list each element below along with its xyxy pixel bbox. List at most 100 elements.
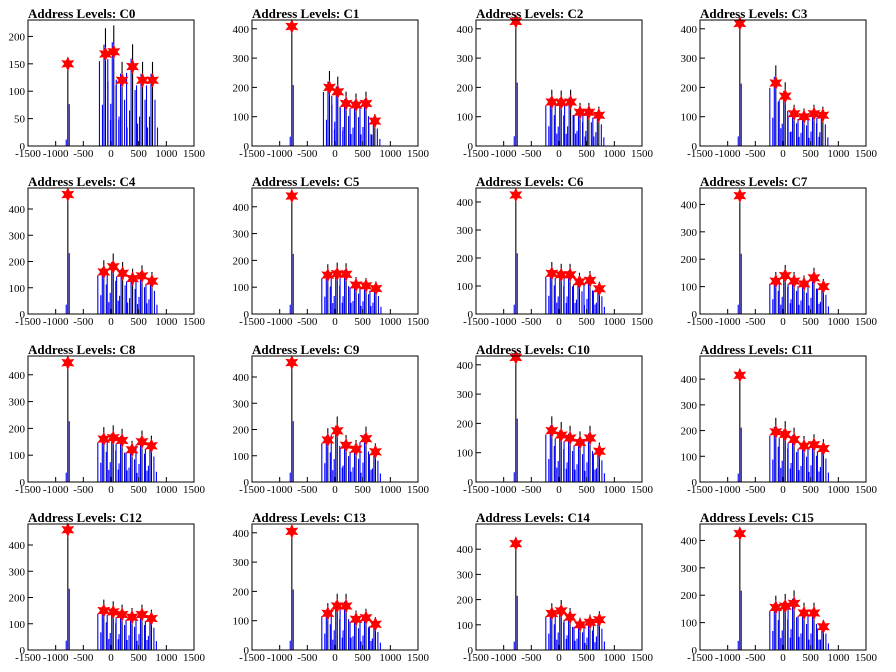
y-tick-label: 100: [681, 451, 698, 463]
x-tick-label: -1000: [491, 484, 517, 496]
x-tick-label: 500: [130, 316, 147, 328]
peak-marker: [816, 619, 830, 635]
peak-marker: [778, 268, 792, 284]
y-tick-label: 200: [233, 82, 250, 94]
y-tick-label: 300: [9, 230, 26, 242]
peak-marker: [368, 444, 382, 460]
x-tick-label: 1000: [603, 484, 626, 496]
chart-panel: 0 100 200 300 400 -1500 -1000 -500 0 500 1000 1500 A…: [224, 336, 448, 504]
x-tick-label: -1500: [239, 484, 265, 496]
y-tick-label: 200: [457, 595, 474, 607]
x-tick-label: -500: [297, 652, 318, 664]
x-tick-label: 1500: [183, 316, 206, 328]
x-tick-label: -1500: [463, 484, 489, 496]
peak-marker: [359, 95, 373, 112]
y-tick-label: 200: [233, 255, 250, 267]
x-tick-label: -1500: [239, 148, 265, 160]
x-tick-label: -1000: [267, 652, 293, 664]
peak-marker: [339, 266, 353, 282]
chart-panel: 0 100 200 300 400 -1500 -1000 -500 0 500 1000 1500 A…: [672, 504, 896, 672]
plot-frame: [475, 187, 643, 315]
x-tick-label: -500: [521, 316, 542, 328]
chart-title: Address Levels: C8: [28, 342, 136, 357]
chart-title: Address Levels: C14: [476, 510, 590, 525]
peak-marker: [563, 430, 577, 446]
y-tick-label: 400: [681, 199, 698, 211]
peak-marker: [135, 268, 149, 284]
y-tick-label: 50: [14, 114, 26, 126]
x-tick-label: -1000: [267, 316, 293, 328]
x-tick-label: 0: [556, 316, 562, 328]
y-tick-label: 100: [233, 282, 250, 294]
x-tick-label: 500: [578, 148, 595, 160]
peak-marker: [125, 442, 139, 458]
peak-marker: [545, 423, 559, 439]
x-tick-label: -1000: [491, 652, 517, 664]
y-tick-label: 100: [9, 283, 26, 295]
y-tick-label: 0: [692, 141, 698, 153]
y-tick-label: 200: [457, 418, 474, 430]
y-tick-label: 0: [244, 141, 250, 153]
peak-marker: [107, 44, 121, 60]
chart-panel: 0 100 200 300 400 -1500 -1000 -500 0 500 1000 1500 A…: [448, 0, 672, 168]
peak-marker: [509, 536, 523, 552]
chart-title: Address Levels: C6: [476, 174, 584, 189]
x-tick-label: -1500: [687, 652, 713, 664]
peak-marker: [285, 18, 299, 34]
x-tick-label: 0: [332, 148, 338, 160]
x-tick-label: 0: [780, 484, 786, 496]
y-tick-label: 300: [233, 398, 250, 410]
y-tick-label: 0: [692, 645, 698, 657]
x-tick-label: -500: [73, 316, 94, 328]
x-tick-label: 1000: [155, 316, 178, 328]
peak-marker: [369, 281, 383, 297]
x-tick-label: -500: [745, 316, 766, 328]
x-tick-label: -1500: [687, 316, 713, 328]
chart-panel: 0 100 200 300 400 -1500 -1000 -500 0 500 1000 1500 A…: [448, 336, 672, 504]
chart-svg: 0 100 200 300 400 -1500 -1000 -500 0 500 1000 1500: [233, 18, 430, 160]
y-tick-label: 200: [9, 593, 26, 605]
y-tick-label: 300: [457, 389, 474, 401]
peak-marker: [807, 106, 821, 122]
chart-title: Address Levels: C0: [28, 6, 136, 21]
chart-title: Address Levels: C10: [476, 342, 590, 357]
peak-marker: [144, 438, 158, 454]
y-tick-label: 0: [468, 141, 474, 153]
chart-title: Address Levels: C4: [28, 174, 136, 189]
y-tick-label: 400: [9, 204, 26, 216]
x-tick-label: -1500: [687, 484, 713, 496]
y-tick-label: 0: [468, 309, 474, 321]
chart-title: Address Levels: C12: [28, 510, 142, 525]
peak-marker: [144, 610, 158, 627]
peak-marker: [769, 424, 783, 440]
x-tick-label: 1000: [603, 316, 626, 328]
peak-marker: [545, 265, 559, 281]
y-tick-label: 100: [9, 86, 26, 98]
peak-marker: [106, 430, 120, 446]
x-tick-label: -1000: [715, 484, 741, 496]
x-tick-label: -500: [73, 484, 94, 496]
peak-marker: [563, 267, 577, 283]
y-tick-label: 200: [681, 254, 698, 266]
chart-panel: 0 100 200 300 400 -1500 -1000 -500 0 500 1000 1500 A…: [224, 168, 448, 336]
peak-marker: [285, 188, 299, 204]
y-tick-label: 200: [681, 590, 698, 602]
x-tick-label: 1000: [379, 484, 402, 496]
plot-frame: [475, 523, 643, 651]
chart-svg: 0 100 200 300 400 -1500 -1000 -500 0 500 1000 1500: [457, 187, 654, 328]
x-tick-label: 1500: [855, 148, 878, 160]
x-tick-label: -1500: [15, 484, 41, 496]
x-tick-label: 1000: [155, 148, 178, 160]
x-tick-label: 500: [130, 484, 147, 496]
chart-title: Address Levels: C15: [700, 510, 814, 525]
chart-svg: 0 50 100 150 200 -1500 -1000 -500 0 500 1000 1500: [9, 19, 206, 160]
x-tick-label: -1500: [463, 316, 489, 328]
peak-marker: [115, 607, 129, 623]
peak-marker: [339, 598, 353, 614]
peak-marker: [787, 595, 801, 611]
plot-frame: [251, 355, 419, 483]
peak-marker: [592, 443, 606, 459]
chart-title: Address Levels: C9: [252, 342, 360, 357]
y-tick-label: 100: [681, 282, 698, 294]
y-tick-label: 0: [692, 309, 698, 321]
